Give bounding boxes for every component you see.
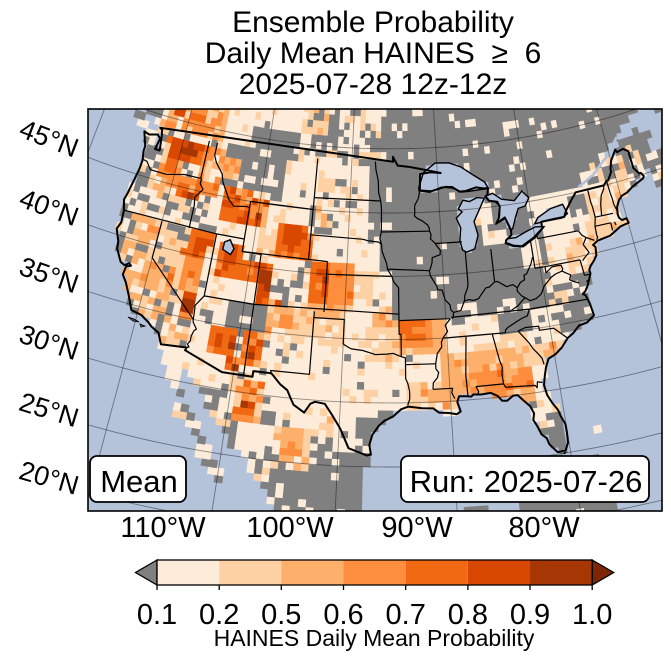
svg-text:100°W: 100°W [246, 512, 334, 544]
svg-text:Run: 2025-07-26: Run: 2025-07-26 [410, 464, 643, 499]
svg-text:0.9: 0.9 [510, 599, 550, 631]
svg-text:1.0: 1.0 [572, 599, 612, 631]
svg-text:0.2: 0.2 [199, 599, 239, 631]
svg-text:0.1: 0.1 [137, 599, 177, 631]
svg-text:Ensemble Probability: Ensemble Probability [232, 6, 514, 39]
svg-text:0.5: 0.5 [261, 599, 301, 631]
svg-text:Daily Mean HAINES ≥ 6: Daily Mean HAINES ≥ 6 [205, 37, 542, 70]
svg-text:HAINES Daily Mean Probability: HAINES Daily Mean Probability [214, 625, 535, 651]
svg-text:90°W: 90°W [381, 512, 453, 544]
svg-text:2025-07-28 12z-12z: 2025-07-28 12z-12z [239, 68, 508, 101]
svg-text:0.6: 0.6 [323, 599, 363, 631]
svg-text:0.8: 0.8 [448, 599, 488, 631]
svg-text:Mean: Mean [100, 464, 178, 499]
svg-text:110°W: 110°W [120, 512, 206, 544]
svg-text:0.7: 0.7 [386, 599, 426, 631]
svg-text:80°W: 80°W [508, 512, 580, 544]
